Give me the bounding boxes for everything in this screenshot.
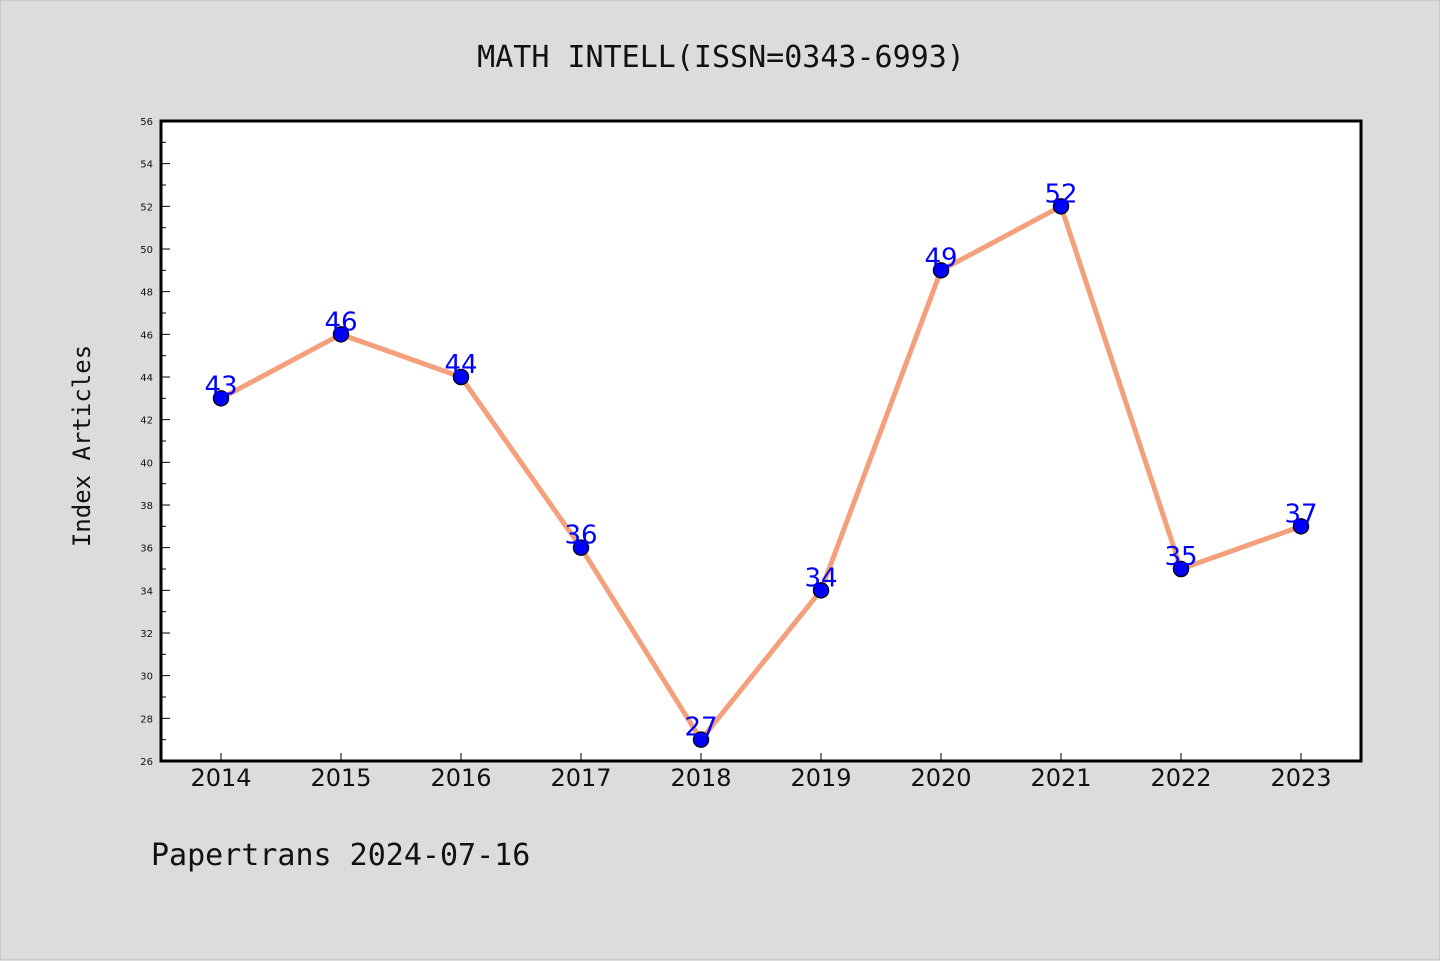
- data-label: 46: [324, 307, 357, 337]
- x-axis-ticks: 2014 2015 2016 2017 2018 2019 2020 2021 2022 2023: [190, 753, 1332, 792]
- y-tick-label: 44: [140, 373, 153, 384]
- y-tick-label: 30: [140, 672, 153, 683]
- data-point: [692, 731, 710, 748]
- plot-area: [159, 119, 1363, 763]
- data-label: 36: [564, 521, 597, 551]
- data-label: 52: [1044, 179, 1077, 209]
- y-tick-label: 36: [140, 544, 153, 555]
- x-tick-label: 2022: [1150, 764, 1211, 792]
- data-series: [212, 198, 1310, 748]
- data-point: [1292, 518, 1310, 535]
- y-tick-label: 50: [140, 245, 153, 256]
- data-label: 27: [684, 713, 717, 743]
- y-tick-label: 46: [140, 330, 153, 341]
- y-tick-label: 40: [140, 458, 153, 469]
- y-tick-label: 26: [140, 757, 153, 768]
- data-point: [452, 368, 470, 386]
- data-label: 43: [204, 371, 237, 401]
- y-axis-label: Index Articles: [68, 345, 96, 547]
- x-tick-label: 2018: [670, 764, 731, 792]
- y-tick-label: 28: [140, 714, 153, 725]
- y-tick-label: 42: [140, 416, 153, 427]
- x-tick-label: 2016: [430, 764, 491, 792]
- y-tick-label: 38: [140, 501, 153, 512]
- data-label: 49: [924, 243, 957, 273]
- data-point: [932, 262, 950, 279]
- data-point: [212, 390, 230, 407]
- data-label: 34: [804, 563, 837, 593]
- x-tick-label: 2021: [1030, 764, 1091, 792]
- x-tick-label: 2020: [910, 764, 971, 792]
- footer-credit: Papertrans 2024-07-16: [151, 838, 530, 873]
- data-point: [332, 326, 350, 343]
- series-line: [219, 203, 1302, 743]
- x-tick-label: 2015: [310, 764, 371, 792]
- x-tick-label: 2023: [1270, 764, 1331, 792]
- x-tick-label: 2017: [550, 764, 611, 792]
- data-label: 44: [444, 350, 477, 380]
- data-labels: 43 46 44 36 27 34 49 52 35 37: [204, 179, 1317, 742]
- y-tick-label: 56: [140, 117, 153, 128]
- y-tick-label: 54: [140, 160, 153, 171]
- y-tick-label: 48: [140, 288, 153, 299]
- y-tick-label: 52: [140, 202, 153, 213]
- data-point: [812, 582, 830, 599]
- x-tick-label: 2014: [190, 764, 251, 792]
- data-point: [572, 539, 590, 556]
- chart-title: MATH INTELL(ISSN=0343-6993): [477, 40, 965, 75]
- y-axis-ticks: 26 28 30 32 34 36 38 40 42 44 46 48 50 52 54 56: [140, 117, 170, 768]
- data-label: 35: [1164, 542, 1197, 572]
- data-point: [1052, 198, 1070, 215]
- data-point: [1172, 560, 1190, 578]
- y-tick-label: 32: [140, 629, 153, 640]
- x-tick-label: 2019: [790, 764, 851, 792]
- y-tick-label: 34: [140, 586, 153, 597]
- data-label: 37: [1284, 499, 1317, 529]
